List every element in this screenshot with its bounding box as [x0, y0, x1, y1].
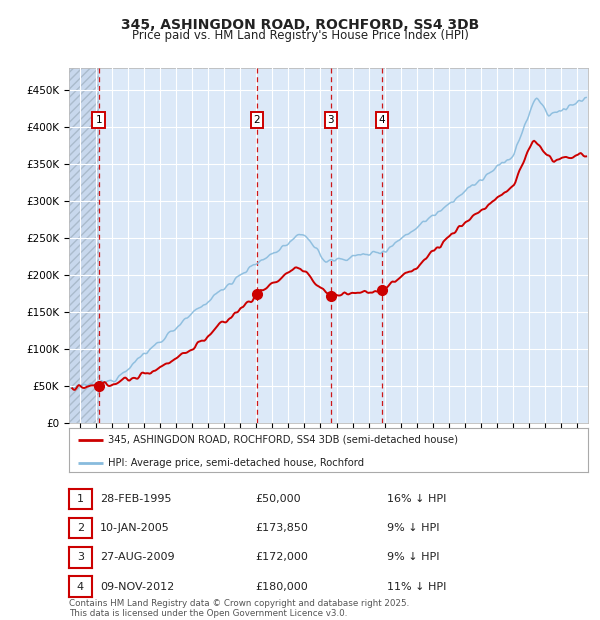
- Text: 1: 1: [95, 115, 102, 125]
- Text: 3: 3: [77, 552, 84, 562]
- Text: 345, ASHINGDON ROAD, ROCHFORD, SS4 3DB (semi-detached house): 345, ASHINGDON ROAD, ROCHFORD, SS4 3DB (…: [108, 435, 458, 445]
- Text: 16% ↓ HPI: 16% ↓ HPI: [387, 494, 446, 504]
- Text: 345, ASHINGDON ROAD, ROCHFORD, SS4 3DB: 345, ASHINGDON ROAD, ROCHFORD, SS4 3DB: [121, 18, 479, 32]
- Bar: [69, 68, 98, 423]
- Text: This data is licensed under the Open Government Licence v3.0.: This data is licensed under the Open Gov…: [69, 609, 347, 618]
- Text: Contains HM Land Registry data © Crown copyright and database right 2025.: Contains HM Land Registry data © Crown c…: [69, 600, 409, 608]
- Text: 3: 3: [328, 115, 334, 125]
- Text: £180,000: £180,000: [255, 582, 308, 591]
- Text: HPI: Average price, semi-detached house, Rochford: HPI: Average price, semi-detached house,…: [108, 458, 364, 467]
- Text: 10-JAN-2005: 10-JAN-2005: [100, 523, 170, 533]
- Text: 4: 4: [77, 582, 84, 591]
- Text: 4: 4: [379, 115, 385, 125]
- Text: 28-FEB-1995: 28-FEB-1995: [100, 494, 172, 504]
- Text: 11% ↓ HPI: 11% ↓ HPI: [387, 582, 446, 591]
- Text: 9% ↓ HPI: 9% ↓ HPI: [387, 552, 439, 562]
- Text: 2: 2: [254, 115, 260, 125]
- Text: £50,000: £50,000: [255, 494, 301, 504]
- Text: Price paid vs. HM Land Registry's House Price Index (HPI): Price paid vs. HM Land Registry's House …: [131, 30, 469, 42]
- Text: 9% ↓ HPI: 9% ↓ HPI: [387, 523, 439, 533]
- Text: 2: 2: [77, 523, 84, 533]
- Text: 09-NOV-2012: 09-NOV-2012: [100, 582, 175, 591]
- Text: £172,000: £172,000: [255, 552, 308, 562]
- Text: £173,850: £173,850: [255, 523, 308, 533]
- Text: 27-AUG-2009: 27-AUG-2009: [100, 552, 175, 562]
- Text: 1: 1: [77, 494, 84, 504]
